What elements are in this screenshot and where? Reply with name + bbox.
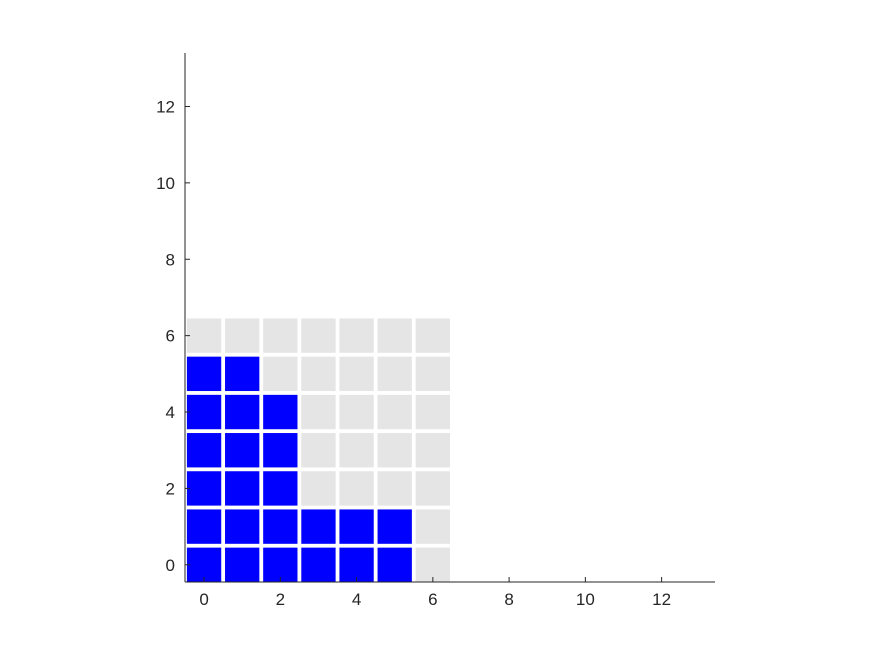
- empty-cell: [301, 318, 336, 353]
- x-tick-label: 8: [504, 590, 513, 609]
- filled-cell: [339, 547, 374, 582]
- empty-cell: [415, 471, 450, 506]
- filled-cell: [377, 547, 412, 582]
- x-tick-label: 6: [428, 590, 437, 609]
- filled-cell: [263, 547, 298, 582]
- axes: 0 2 4 6 8 10 12 0 2 4 6 8 10 12: [156, 53, 715, 609]
- empty-cell: [301, 394, 336, 430]
- filled-cell: [186, 356, 222, 392]
- filled-cell: [225, 394, 260, 430]
- empty-cell: [186, 318, 222, 353]
- filled-cell: [225, 547, 260, 582]
- x-tick-label: 12: [652, 590, 671, 609]
- filled-cell: [263, 433, 298, 468]
- y-tick-label: 4: [166, 403, 175, 422]
- y-tick-label: 12: [156, 97, 175, 116]
- filled-cell: [225, 433, 260, 468]
- x-tick-label: 2: [276, 590, 285, 609]
- y-tick-label: 0: [166, 556, 175, 575]
- y-tick-label: 8: [166, 250, 175, 269]
- y-tick-label: 10: [156, 174, 175, 193]
- empty-cell: [301, 433, 336, 468]
- filled-cell: [186, 433, 222, 468]
- y-tick-label: 6: [166, 327, 175, 346]
- filled-cell: [263, 471, 298, 506]
- filled-cell: [377, 509, 412, 544]
- empty-cell: [339, 471, 374, 506]
- empty-cell: [415, 394, 450, 430]
- empty-cell: [339, 356, 374, 392]
- empty-cell: [415, 547, 450, 582]
- empty-cell: [339, 394, 374, 430]
- filled-cell: [186, 509, 222, 544]
- empty-cell: [225, 318, 260, 353]
- filled-cell: [263, 394, 298, 430]
- filled-cell: [225, 471, 260, 506]
- filled-cell: [301, 509, 336, 544]
- empty-cell: [377, 433, 412, 468]
- filled-cell: [339, 509, 374, 544]
- x-tick-label: 0: [199, 590, 208, 609]
- x-tick-label: 10: [576, 590, 595, 609]
- filled-cell: [301, 547, 336, 582]
- cells-layer: [186, 318, 450, 582]
- y-tick-label: 2: [166, 479, 175, 498]
- empty-cell: [377, 471, 412, 506]
- empty-cell: [377, 318, 412, 353]
- empty-cell: [339, 433, 374, 468]
- empty-cell: [377, 356, 412, 392]
- empty-cell: [301, 356, 336, 392]
- x-tick-label: 4: [352, 590, 361, 609]
- filled-cell: [225, 356, 260, 392]
- filled-cell: [186, 394, 222, 430]
- filled-cell: [186, 471, 222, 506]
- empty-cell: [415, 356, 450, 392]
- filled-cell: [225, 509, 260, 544]
- empty-cell: [415, 433, 450, 468]
- filled-cell: [263, 509, 298, 544]
- empty-cell: [377, 394, 412, 430]
- empty-cell: [415, 509, 450, 544]
- empty-cell: [263, 356, 298, 392]
- filled-cell: [186, 547, 222, 582]
- empty-cell: [415, 318, 450, 353]
- empty-cell: [339, 318, 374, 353]
- empty-cell: [263, 318, 298, 353]
- empty-cell: [301, 471, 336, 506]
